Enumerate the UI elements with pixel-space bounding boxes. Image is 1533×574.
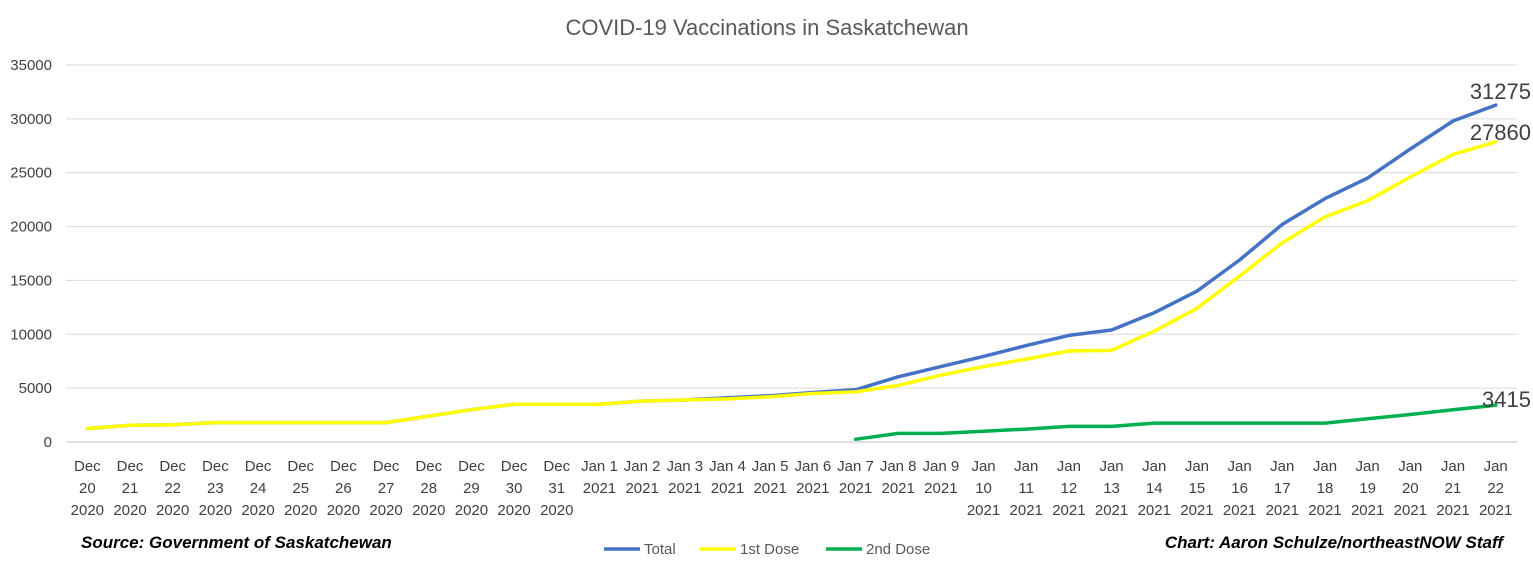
x-tick-label: Jan 13 2021 [1095,458,1128,519]
y-tick-label: 15000 [10,272,52,289]
y-tick-label: 30000 [10,111,52,128]
x-tick-label: Jan 11 2021 [1010,458,1043,519]
x-tick-label: Dec 20 2020 [71,458,104,519]
x-tick-label: Jan 19 2021 [1351,458,1384,519]
series-line-total [85,103,1498,431]
x-tick-label: Dec 31 2020 [540,458,573,519]
x-tick-label: Jan 17 2021 [1266,458,1299,519]
y-tick-label: 10000 [10,326,52,343]
x-tick-label: Dec 24 2020 [241,458,274,519]
x-tick-label: Jan 7 2021 [837,458,874,497]
series-line-1st-dose [85,140,1498,431]
x-tick-label: Jan 2 2021 [624,458,661,497]
x-tick-label: Jan 8 2021 [880,458,917,497]
x-tick-label: Dec 29 2020 [455,458,488,519]
end-data-labels: 31275 27860 3415 [1470,79,1531,412]
legend-label: 2nd Dose [866,541,930,558]
x-tick-label: Jan 22 2021 [1479,458,1512,519]
y-tick-label: 20000 [10,219,52,236]
x-tick-label: Dec 28 2020 [412,458,445,519]
x-tick-label: Dec 25 2020 [284,458,317,519]
x-tick-label: Jan 16 2021 [1223,458,1256,519]
end-label-2nd-dose: 3415 [1482,387,1531,412]
x-tick-label: Jan 10 2021 [967,458,1000,519]
x-tick-label: Dec 27 2020 [369,458,402,519]
y-tick-label: 0 [44,434,52,451]
y-tick-label: 25000 [10,165,52,182]
x-tick-label: Jan 20 2021 [1394,458,1427,519]
x-tick-label: Dec 21 2020 [113,458,146,519]
source-note: Source: Government of Saskatchewan [81,533,392,552]
x-tick-label: Dec 22 2020 [156,458,189,519]
x-tick-label: Jan 18 2021 [1308,458,1341,519]
x-tick-label: Jan 14 2021 [1138,458,1171,519]
x-tick-label: Jan 1 2021 [581,458,618,497]
end-label-1st-dose: 27860 [1470,120,1531,145]
x-tick-label: Dec 30 2020 [497,458,530,519]
chart-title: COVID-19 Vaccinations in Saskatchewan [565,15,968,40]
legend-label: 1st Dose [740,541,799,558]
x-tick-label: Jan 4 2021 [709,458,746,497]
x-tick-label: Dec 23 2020 [199,458,232,519]
x-tick-label: Jan 15 2021 [1180,458,1213,519]
y-axis-ticks: 0 5000 10000 15000 20000 25000 30000 35000 [10,57,52,451]
series-line-2nd-dose [853,403,1498,442]
y-tick-label: 5000 [19,380,52,397]
chart-credit: Chart: Aaron Schulze/northeastNOW Staff [1164,533,1503,552]
y-tick-label: 35000 [10,57,52,74]
series-lines [85,103,1498,442]
x-tick-label: Jan 21 2021 [1436,458,1469,519]
x-tick-label: Jan 5 2021 [752,458,789,497]
x-axis-ticks: Dec 20 2020 Dec 21 2020 Dec 22 2020 Dec 23 2020 Dec 2… [71,458,1513,519]
legend-label: Total [644,541,676,558]
legend: Total 1st Dose 2nd Dose [604,541,930,558]
x-tick-label: Dec 26 2020 [327,458,360,519]
end-label-total: 31275 [1470,79,1531,104]
x-tick-label: Jan 6 2021 [794,458,831,497]
gridlines [66,64,1517,443]
x-tick-label: Jan 12 2021 [1052,458,1085,519]
x-tick-label: Jan 3 2021 [666,458,703,497]
x-tick-label: Jan 9 2021 [923,458,960,497]
